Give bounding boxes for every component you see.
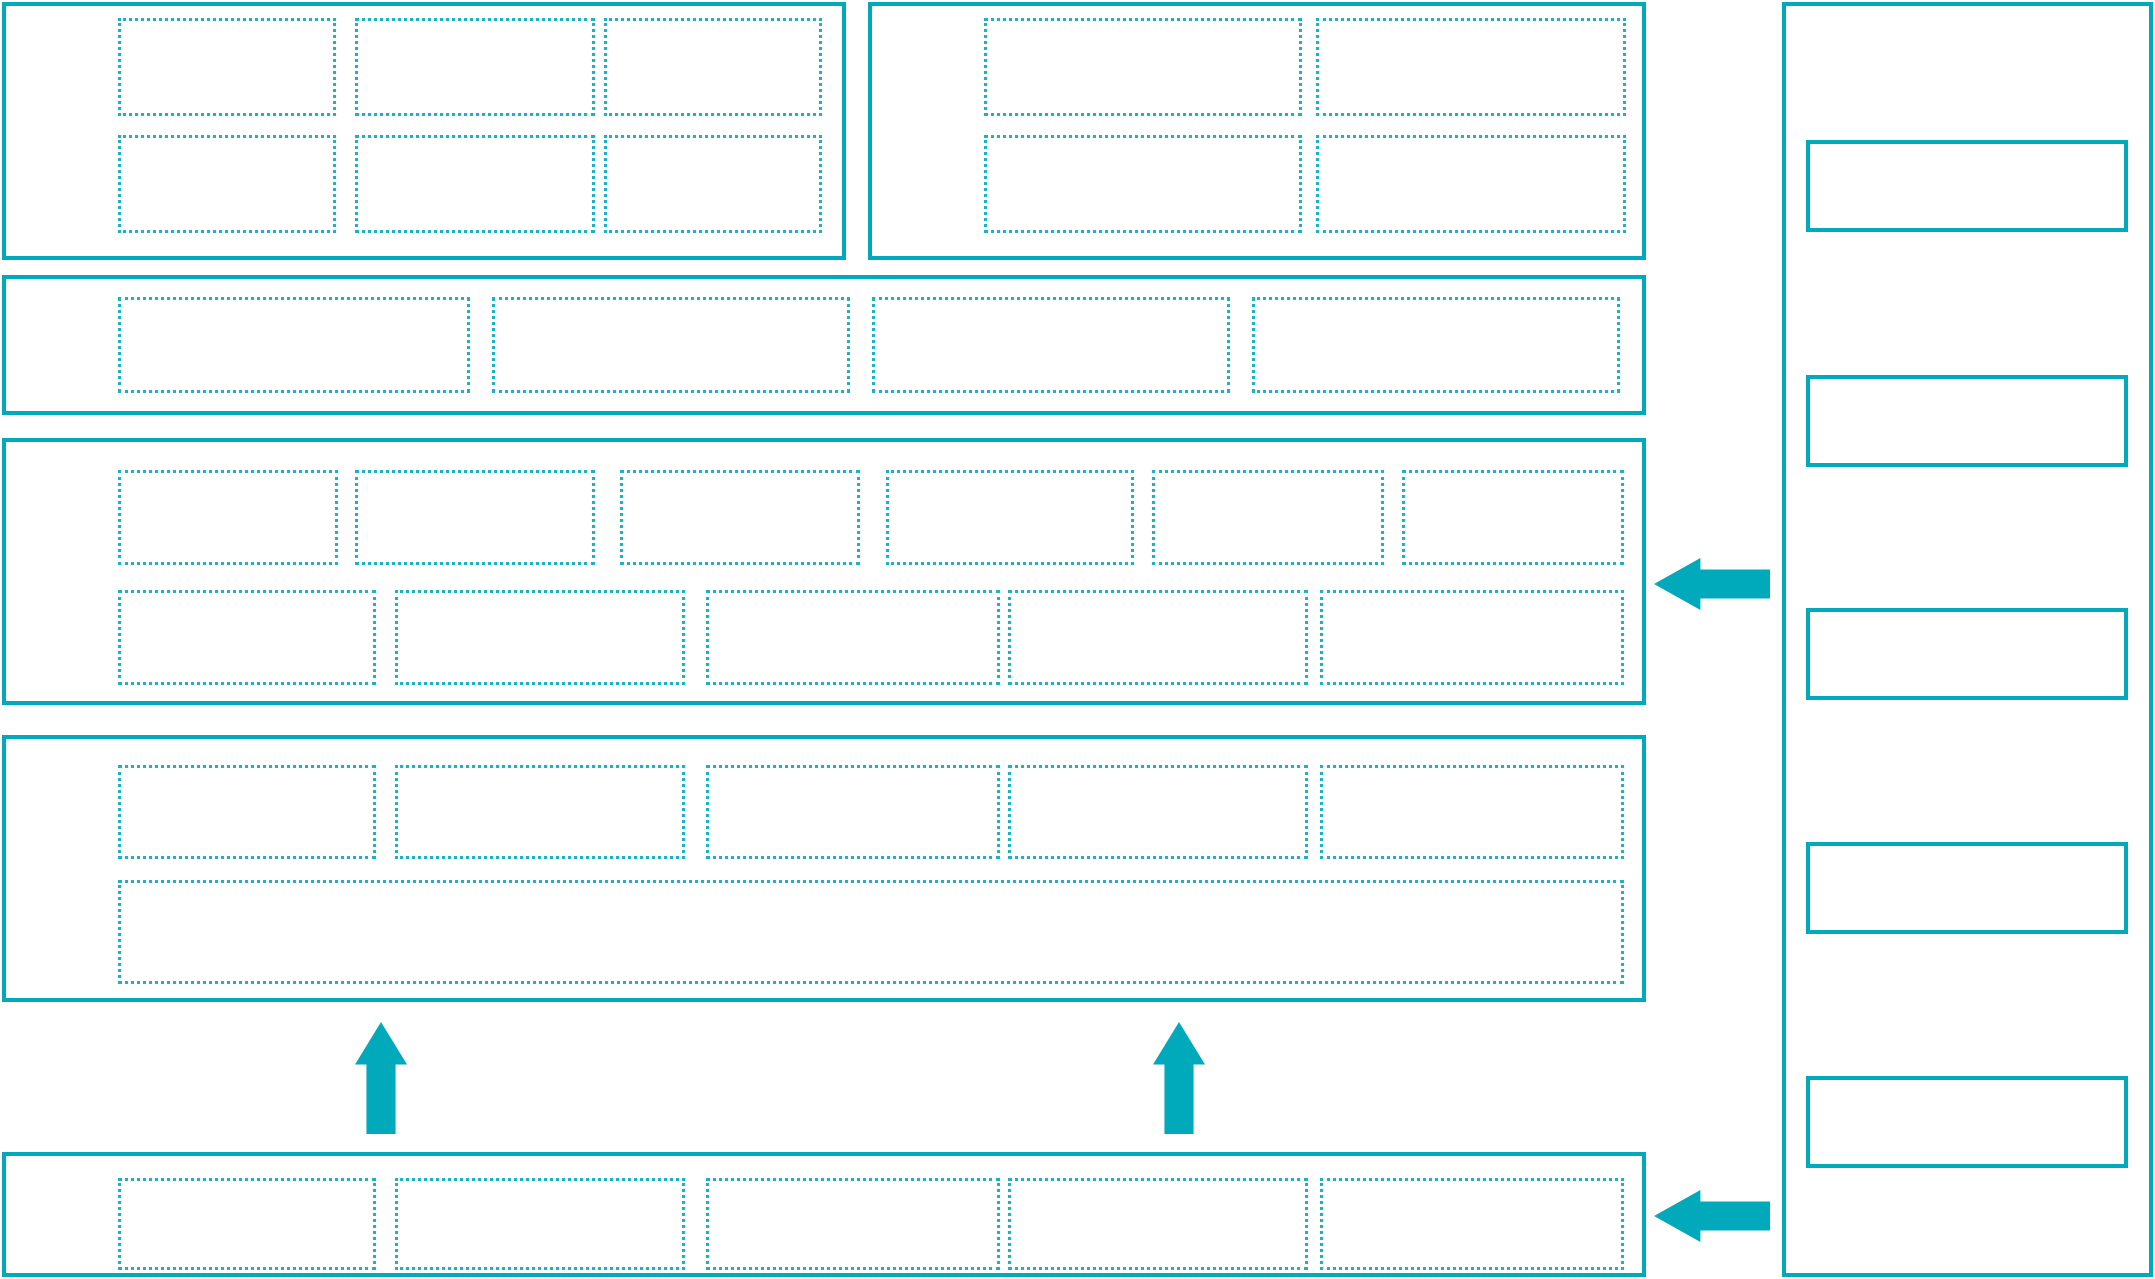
sidebar-box-2[interactable] (1806, 375, 2128, 467)
arrow-sidebar-to-bottom-icon (1654, 1190, 1770, 1242)
slot-block[interactable] (395, 1178, 685, 1270)
slot-block[interactable] (1320, 1178, 1624, 1270)
slot-block[interactable] (706, 765, 1000, 859)
slot-block[interactable] (706, 590, 1000, 685)
slot-block[interactable] (395, 590, 685, 685)
slot-block[interactable] (1316, 135, 1626, 233)
slot-block[interactable] (355, 470, 595, 565)
slot-block[interactable] (604, 135, 822, 233)
panel-row-3[interactable] (2, 438, 1646, 705)
sidebar-box-4[interactable] (1806, 842, 2128, 934)
panel-row-4[interactable] (2, 735, 1646, 1002)
arrow-sidebar-to-row3-icon (1654, 558, 1770, 610)
panel-top-left[interactable] (2, 2, 846, 260)
slot-block[interactable] (984, 18, 1302, 116)
slot-block[interactable] (984, 135, 1302, 233)
sidebar-box-3[interactable] (1806, 608, 2128, 700)
slot-block[interactable] (1320, 590, 1624, 685)
slot-block[interactable] (118, 18, 336, 116)
slot-block[interactable] (118, 135, 336, 233)
slot-block[interactable] (492, 297, 850, 393)
slot-block[interactable] (620, 470, 860, 565)
slot-block[interactable] (118, 590, 376, 685)
slot-block[interactable] (395, 765, 685, 859)
slot-block[interactable] (886, 470, 1134, 565)
slot-block[interactable] (1402, 470, 1624, 565)
slot-block[interactable] (1320, 765, 1624, 859)
slot-block[interactable] (1008, 1178, 1308, 1270)
sidebar-box-1[interactable] (1806, 140, 2128, 232)
sidebar-box-5[interactable] (1806, 1076, 2128, 1168)
slot-block[interactable] (118, 880, 1624, 984)
panel-bottom[interactable] (2, 1152, 1646, 1277)
slot-block[interactable] (1316, 18, 1626, 116)
arrow-bottom-to-row4-left-icon (355, 1022, 407, 1134)
arrow-bottom-to-row4-right-icon (1153, 1022, 1205, 1134)
slot-block[interactable] (872, 297, 1230, 393)
panel-row-2[interactable] (2, 275, 1646, 415)
slot-block[interactable] (604, 18, 822, 116)
slot-block[interactable] (1252, 297, 1620, 393)
slot-block[interactable] (355, 18, 595, 116)
slot-block[interactable] (1152, 470, 1384, 565)
slot-block[interactable] (1008, 765, 1308, 859)
slot-block[interactable] (118, 1178, 376, 1270)
sidebar-column[interactable] (1782, 2, 2153, 1277)
slot-block[interactable] (706, 1178, 1000, 1270)
slot-block[interactable] (1008, 590, 1308, 685)
panel-top-right[interactable] (868, 2, 1646, 260)
slot-block[interactable] (118, 765, 376, 859)
slot-block[interactable] (118, 470, 338, 565)
slot-block[interactable] (355, 135, 595, 233)
slot-block[interactable] (118, 297, 470, 393)
